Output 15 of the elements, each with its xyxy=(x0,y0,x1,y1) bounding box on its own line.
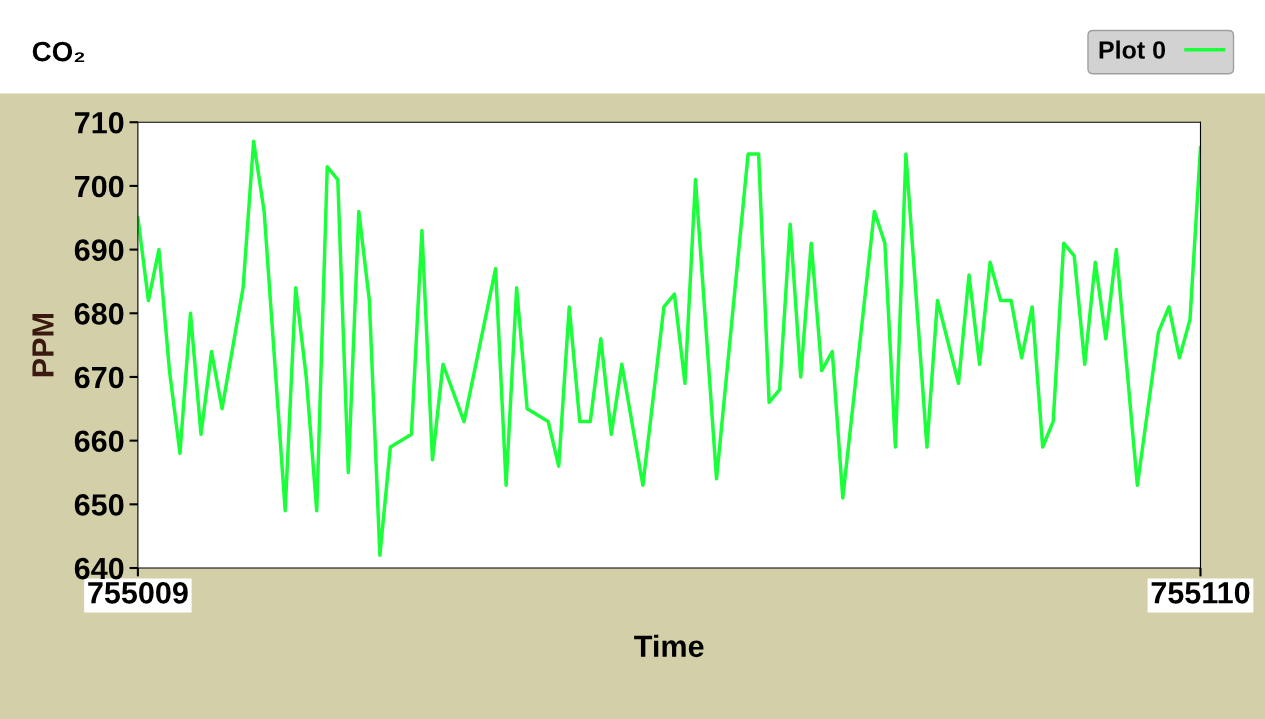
x-tick-label: 755110 xyxy=(1151,582,1250,604)
y-tick-label: 700 xyxy=(75,175,124,198)
legend-label: Plot 0 xyxy=(1099,40,1165,59)
y-tick-label: 690 xyxy=(74,239,124,261)
y-tick-label: 650 xyxy=(74,494,124,516)
y-tick-label: 640 xyxy=(74,557,124,580)
y-axis-title: PPM xyxy=(32,314,54,377)
y-tick-label: 680 xyxy=(74,303,124,325)
x-axis-title: Time xyxy=(634,634,704,658)
y-tick-label: 670 xyxy=(74,366,124,389)
line-series xyxy=(137,139,1201,558)
y-tick-label: 660 xyxy=(74,430,124,453)
y-tick-label: 710 xyxy=(75,111,124,134)
x-tick-label: 755009 xyxy=(88,582,188,604)
chart-title: CO₂ xyxy=(32,41,85,62)
